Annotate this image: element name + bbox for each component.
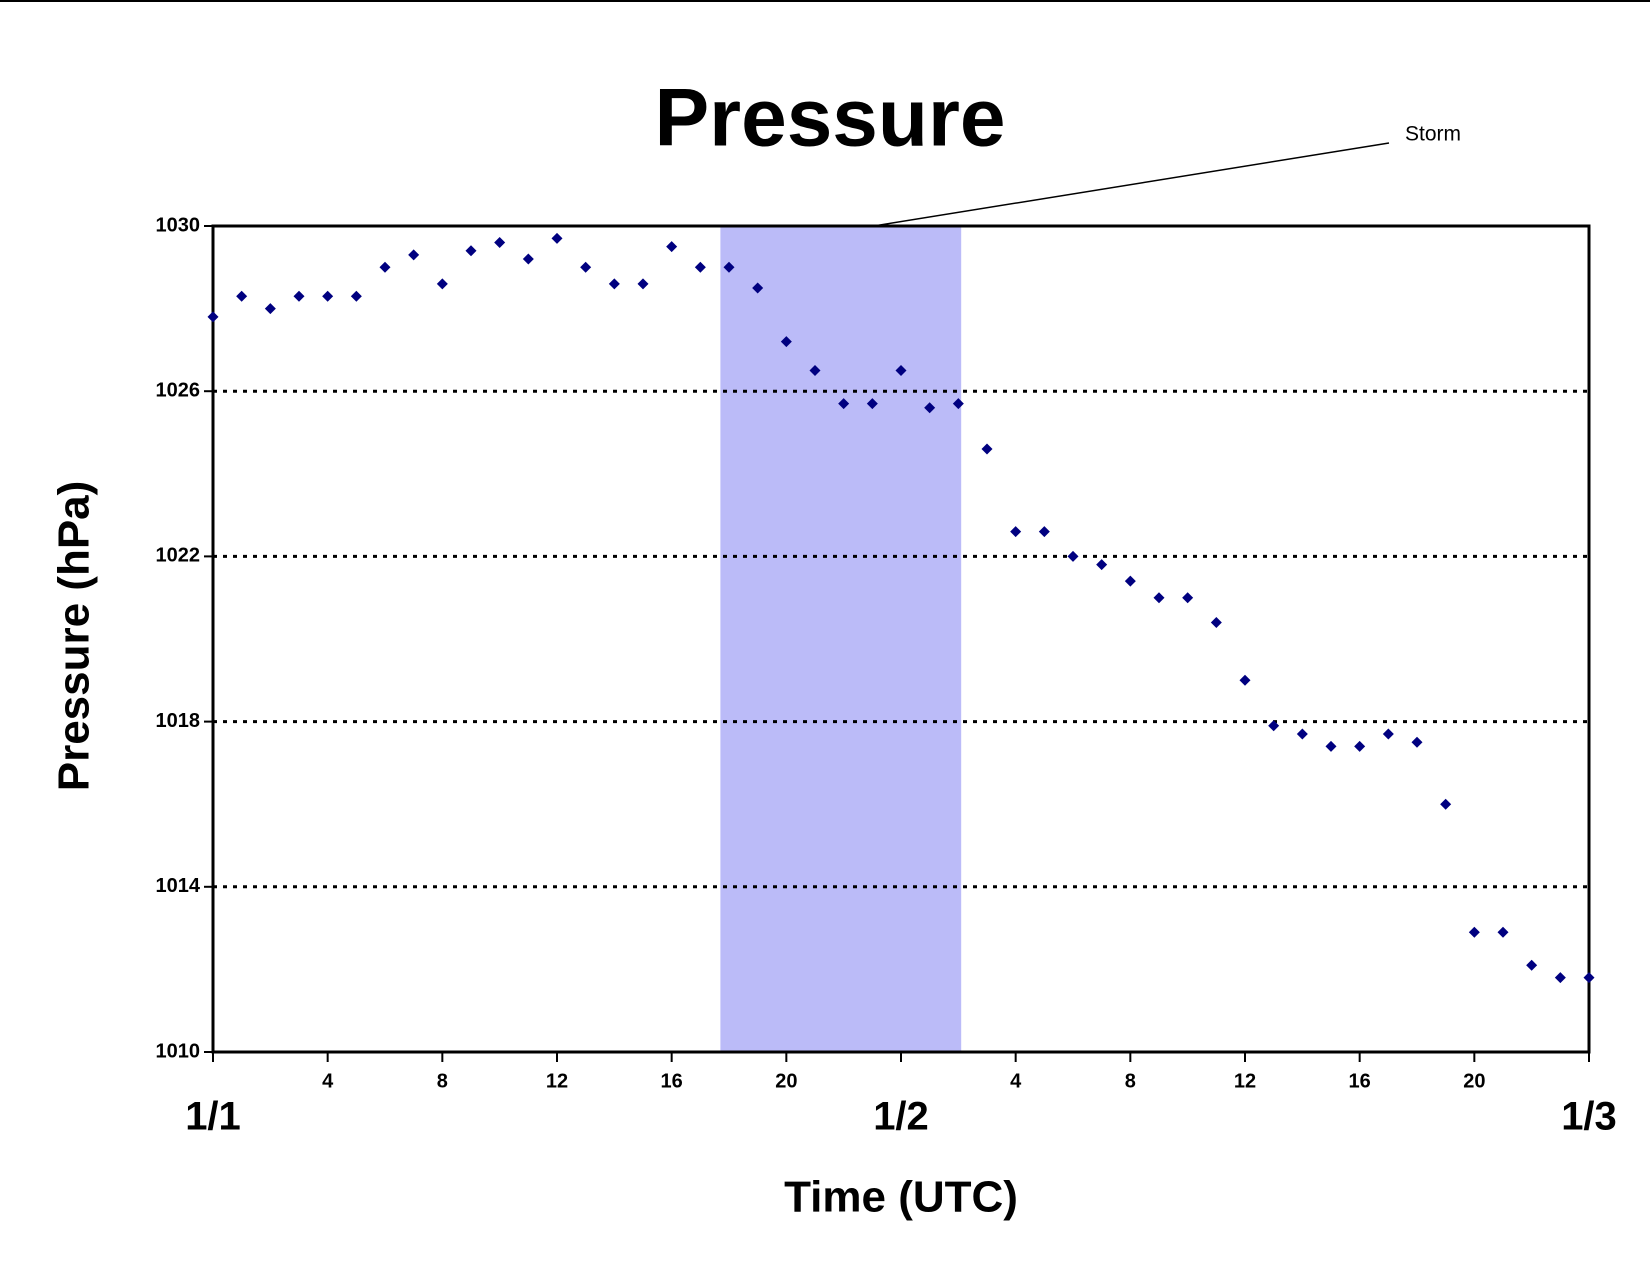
point (1182, 592, 1194, 604)
point (809, 365, 821, 377)
point (1038, 526, 1050, 538)
point (1354, 740, 1366, 752)
point (866, 398, 878, 410)
y-tick-label: 1022 (156, 545, 201, 567)
date-label: 1/2 (873, 1095, 929, 1139)
point (952, 398, 964, 410)
x-tick-label: 8 (1125, 1070, 1136, 1092)
point (1468, 926, 1480, 938)
point (1124, 575, 1136, 587)
annotation-label: Storm (1405, 123, 1461, 146)
x-tick-label: 20 (775, 1070, 797, 1092)
date-label: 1/1 (185, 1095, 241, 1139)
storm-band (720, 226, 962, 1052)
point (608, 278, 620, 290)
point (1526, 959, 1538, 971)
x-tick-label: 20 (1463, 1070, 1485, 1092)
chart-title: Pressure (654, 73, 1005, 164)
x-tick-label: 4 (322, 1070, 334, 1092)
x-tick-label: 8 (437, 1070, 448, 1092)
point (1210, 616, 1222, 628)
point (1554, 972, 1566, 984)
point (780, 336, 792, 348)
point (408, 249, 420, 261)
y-tick-label: 1026 (156, 379, 201, 401)
point (322, 290, 334, 302)
x-tick-label: 16 (661, 1070, 683, 1092)
point (1268, 720, 1280, 732)
point (580, 261, 592, 273)
point (838, 398, 850, 410)
point (752, 282, 764, 294)
point (1411, 736, 1423, 748)
x-axis-label: Time (UTC) (784, 1173, 1018, 1222)
x-tick-label: 4 (1010, 1070, 1022, 1092)
date-label: 1/3 (1561, 1095, 1617, 1139)
point (436, 278, 448, 290)
point (207, 311, 219, 323)
x-tick-label: 16 (1349, 1070, 1371, 1092)
point (924, 402, 936, 414)
point (494, 237, 506, 249)
point (637, 278, 649, 290)
point (1497, 926, 1509, 938)
point (1067, 550, 1079, 562)
x-tick-label: 12 (1234, 1070, 1256, 1092)
point (1382, 728, 1394, 740)
point (379, 261, 391, 273)
point (350, 290, 362, 302)
point (465, 245, 477, 257)
point (264, 303, 276, 315)
x-tick-label: 12 (546, 1070, 568, 1092)
point (236, 290, 248, 302)
point (1583, 972, 1595, 984)
point (694, 261, 706, 273)
point (551, 232, 563, 244)
point (981, 443, 993, 455)
point (895, 365, 907, 377)
y-tick-label: 1018 (156, 710, 201, 732)
point (1010, 526, 1022, 538)
y-axis-label: Pressure (hPa) (50, 481, 99, 792)
point (522, 253, 534, 265)
plot-frame (211, 224, 1591, 1054)
y-tick-label: 1030 (156, 214, 201, 236)
point (1296, 728, 1308, 740)
point (1153, 592, 1165, 604)
y-tick-label: 1010 (156, 1040, 201, 1062)
annotation-line (873, 142, 1390, 227)
point (1325, 740, 1337, 752)
point (666, 241, 678, 253)
y-tick-label: 1014 (156, 875, 201, 897)
point (1096, 559, 1108, 571)
point (723, 261, 735, 273)
point (1440, 798, 1452, 810)
point (293, 290, 305, 302)
point (1239, 674, 1251, 686)
